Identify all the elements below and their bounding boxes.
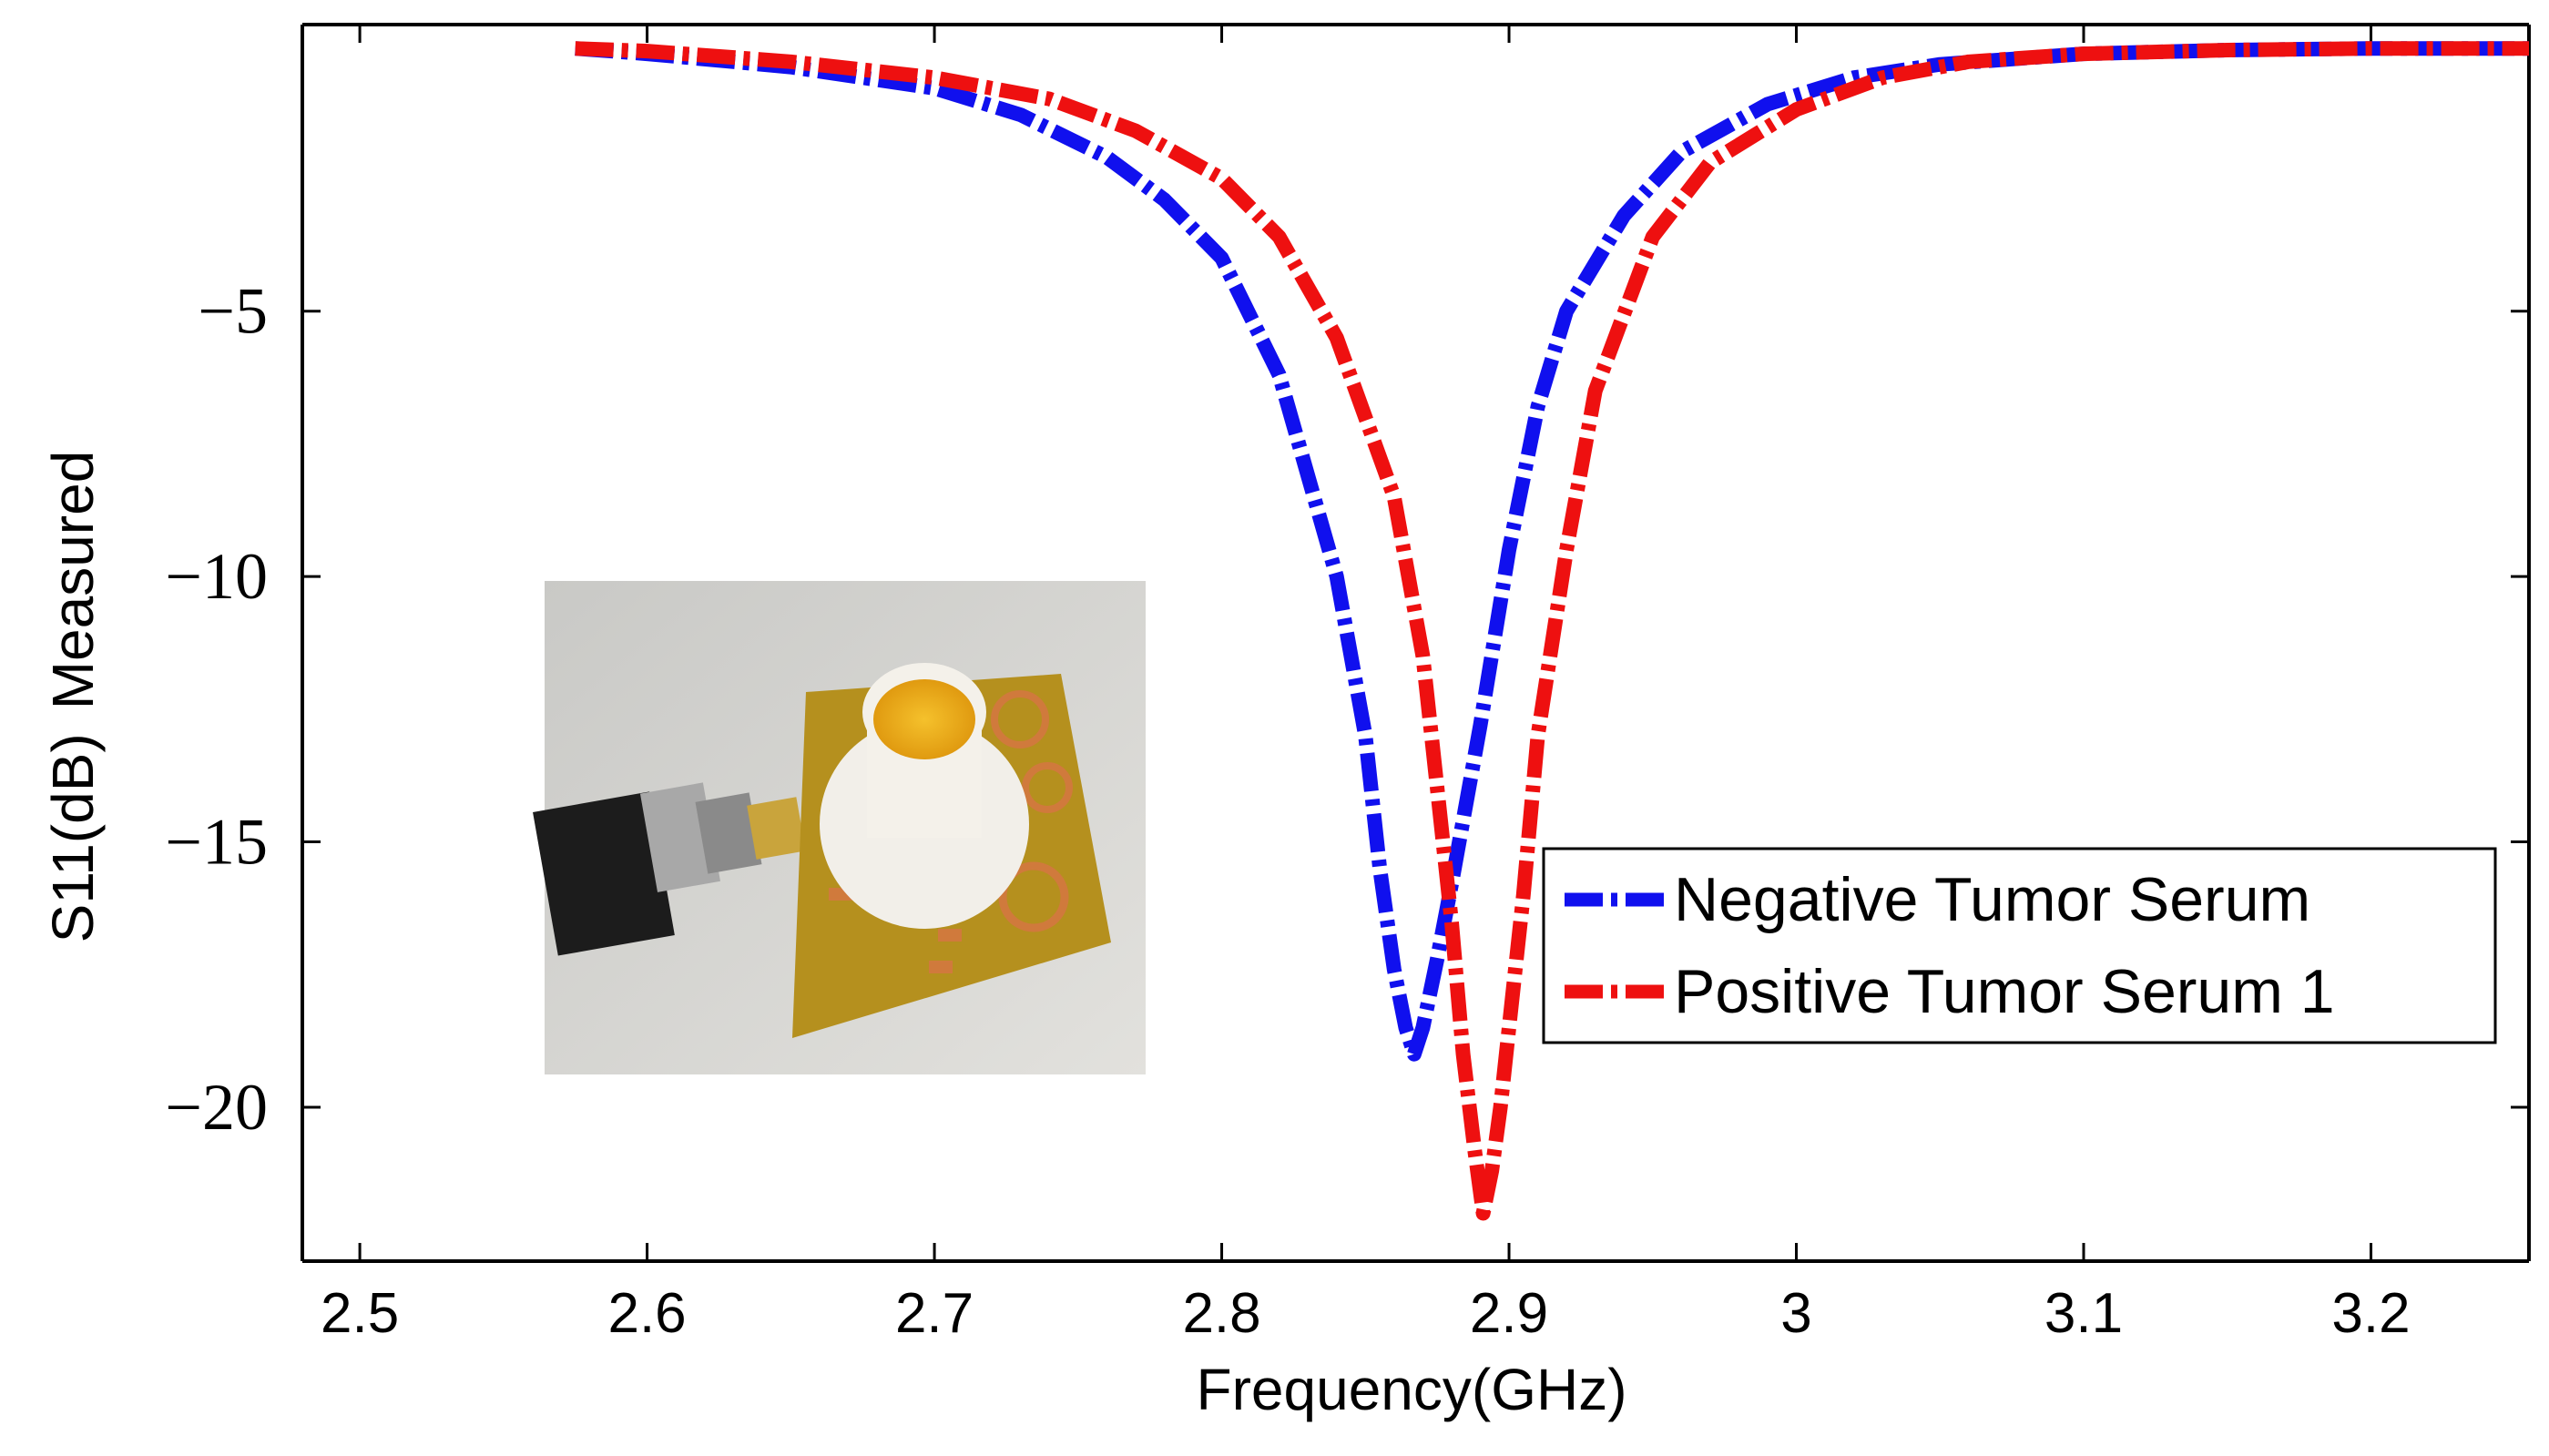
y-tick-label: −5: [198, 275, 268, 348]
x-axis-label: Frequency(GHz): [1197, 1357, 1627, 1422]
legend-label-positive: Positive Tumor Serum 1: [1674, 957, 2335, 1026]
axis-ticks: [302, 25, 2529, 1261]
y-tick-label: −20: [165, 1071, 268, 1144]
y-tick-label: −15: [165, 806, 268, 879]
series-lines: [575, 41, 2529, 1221]
plot-frame: [301, 23, 2531, 1263]
x-tick-label: 3: [1780, 1282, 1811, 1345]
y-tick-label: −10: [165, 540, 268, 613]
legend-label-negative: Negative Tumor Serum: [1674, 865, 2310, 934]
x-tick-label: 2.8: [1182, 1282, 1260, 1345]
x-tick-label: 2.7: [895, 1282, 974, 1345]
y-axis-label: S11(dB) Measured: [40, 451, 106, 943]
axis-tick-labels: 2.5 2.6 2.7 2.8 2.9 3 3.1 3.2 −5 −10 −15 −20: [165, 275, 2410, 1345]
legend-box: [1542, 847, 2497, 1044]
y-axis-label-main: S11(dB): [40, 733, 106, 942]
series-line-negative: [575, 41, 2529, 1062]
x-tick-label: 3.2: [2331, 1282, 2410, 1345]
legend: Negative Tumor Serum Positive Tumor Seru…: [1542, 847, 2497, 1044]
series-line-positive: [575, 41, 2529, 1221]
x-tick-label: 2.6: [607, 1282, 686, 1345]
x-tick-label: 2.5: [321, 1282, 399, 1345]
sensor-prototype-photo: [533, 581, 1146, 1074]
x-tick-label: 3.1: [2044, 1282, 2123, 1345]
x-tick-label: 2.9: [1470, 1282, 1548, 1345]
y-axis-label-sub: Measured: [40, 451, 106, 710]
